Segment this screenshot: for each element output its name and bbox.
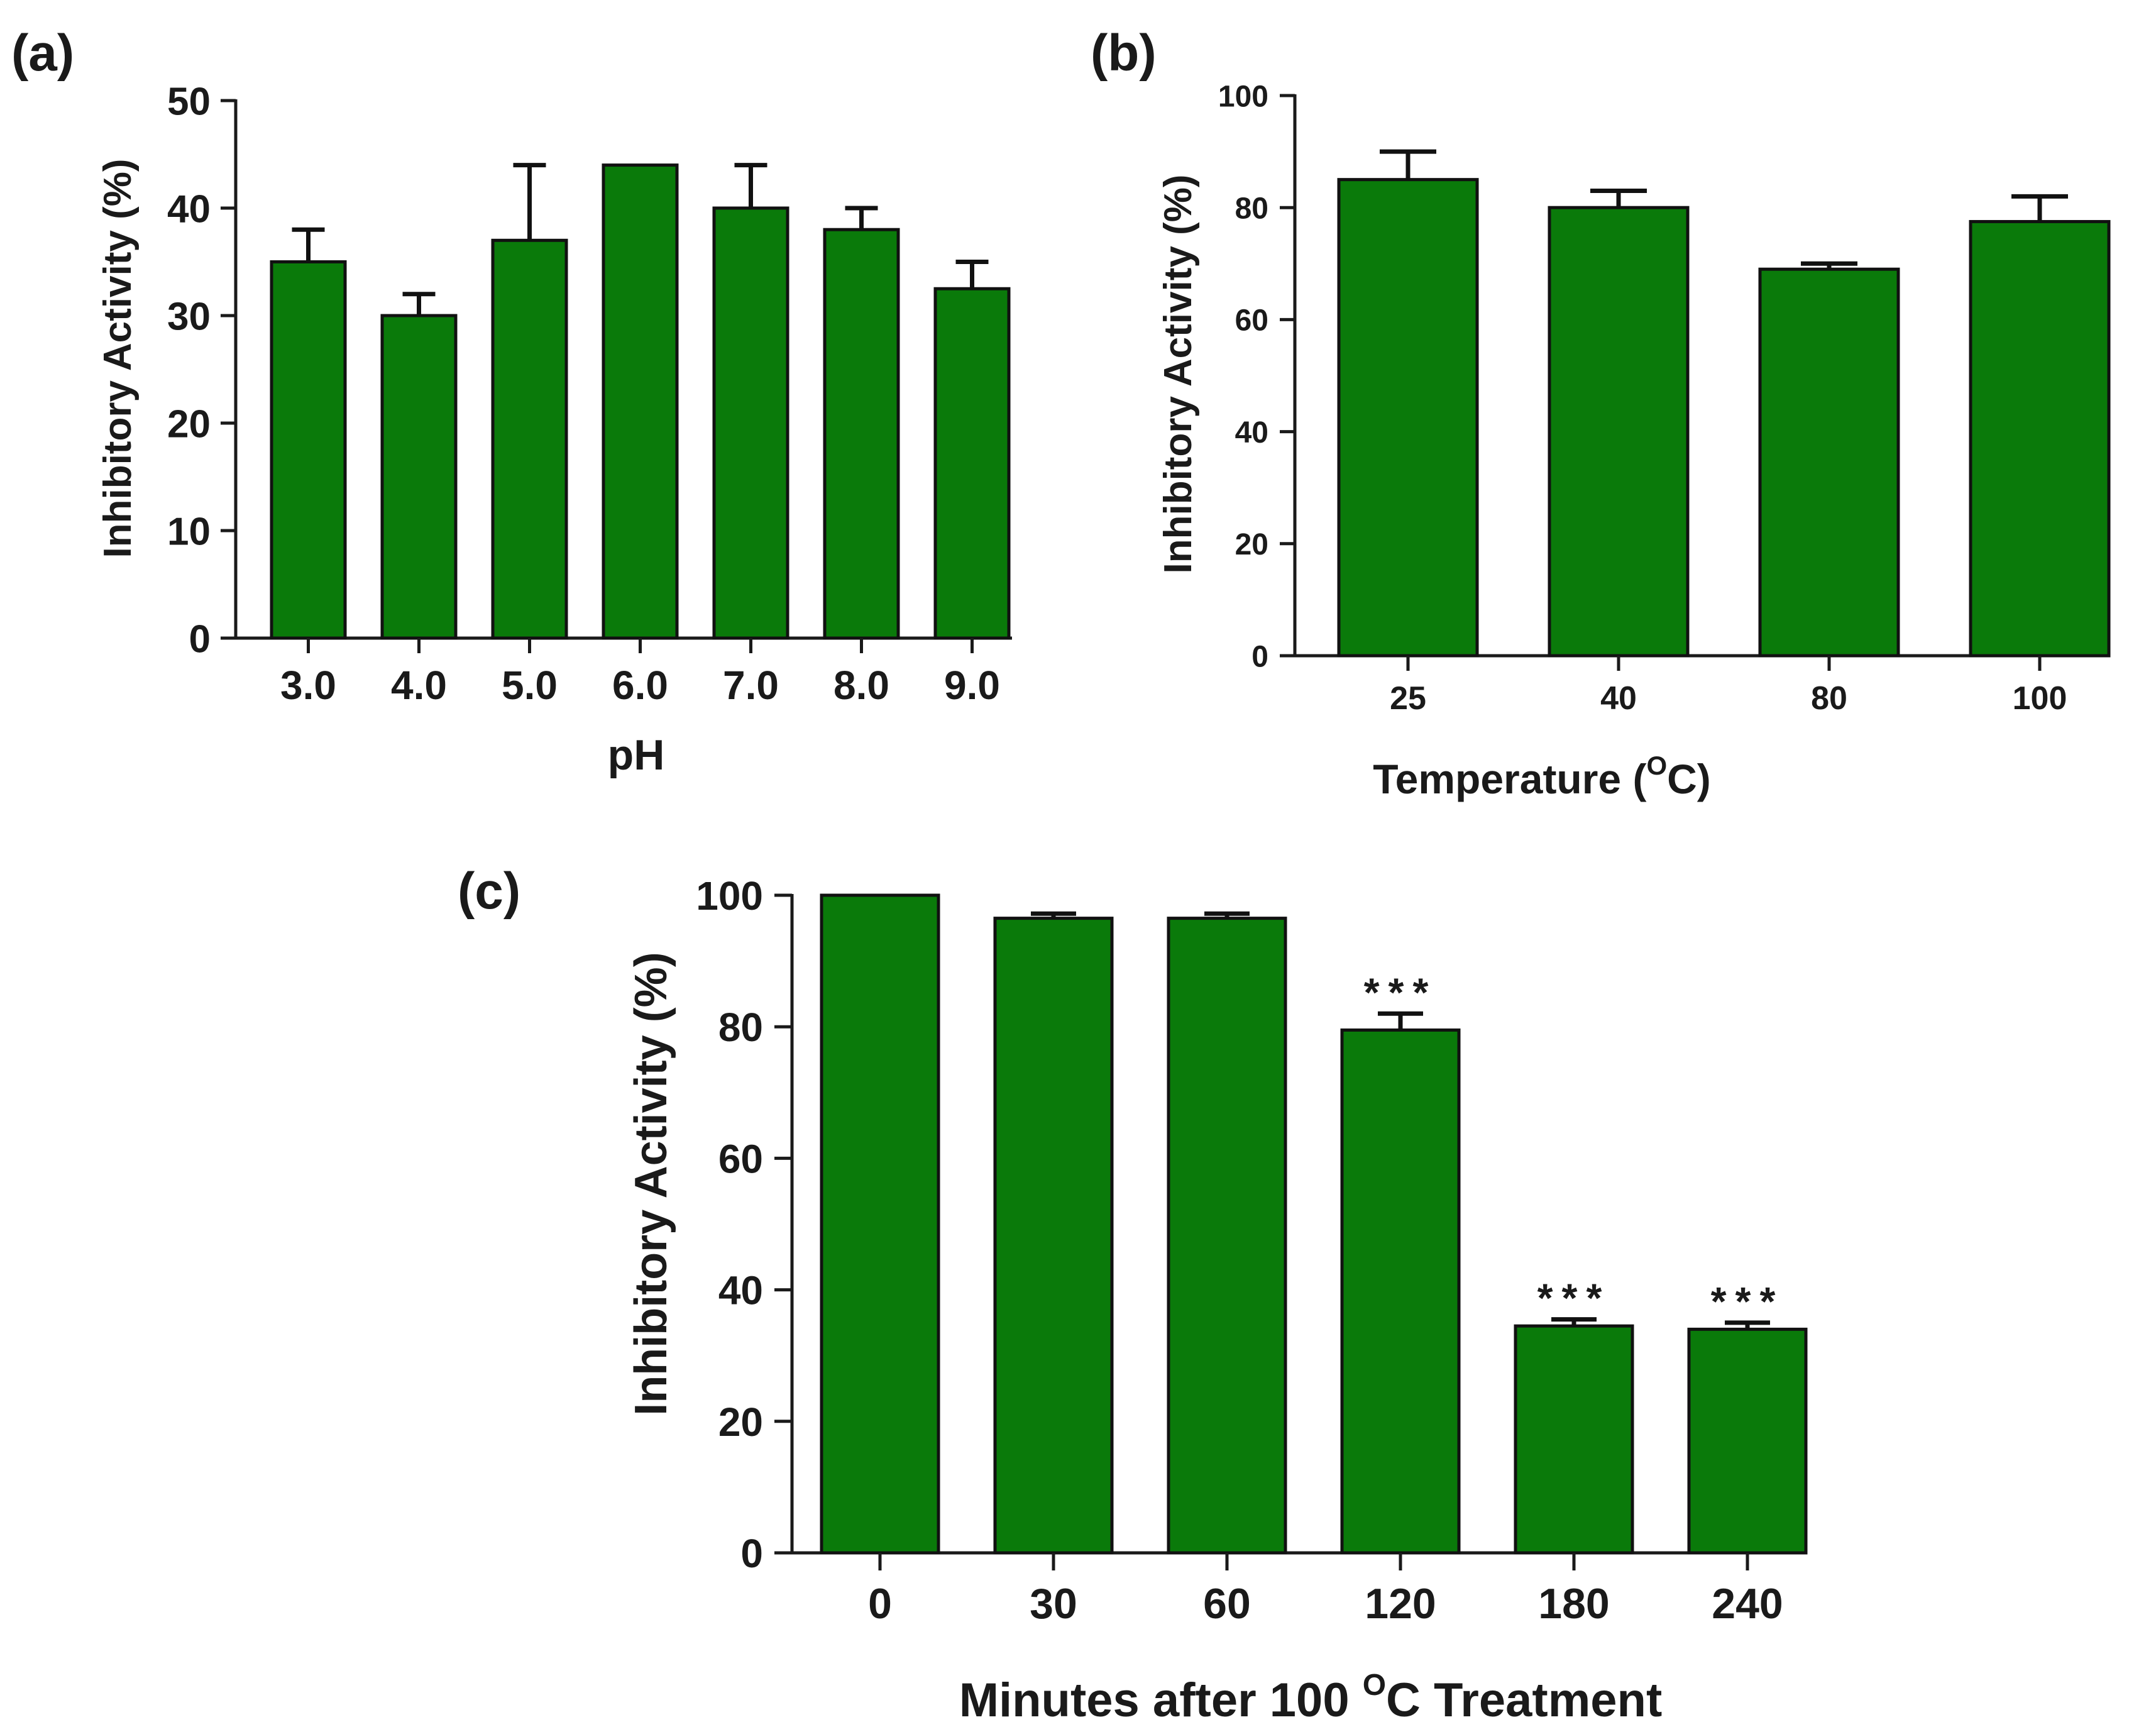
panel-b-y-tick-label: 60 [1235, 304, 1268, 338]
panel-b: (b) Inhibitory Activity (%) Temperature … [1091, 25, 2111, 802]
panel-a-error-bar-4.0 [402, 292, 436, 316]
panel-b-y-axis-label: Inhibitory Activity (%) [1157, 175, 1200, 574]
panel-c-x-tick-label: 180 [1538, 1580, 1609, 1628]
panel-b-error-bar-40 [1590, 188, 1647, 208]
panel-c-y-tick-label: 0 [740, 1531, 763, 1576]
panel-c-x-tick-label: 30 [1030, 1580, 1077, 1628]
panel-b-label: (b) [1091, 25, 1157, 82]
panel-c-x-tick-label: 120 [1365, 1580, 1436, 1628]
panel-a-bar-4.0 [380, 314, 458, 640]
panel-c-bar-30 [993, 917, 1114, 1555]
panel-a-x-tick-label: 3.0 [280, 663, 336, 708]
panel-b-y-tick-label: 0 [1251, 640, 1268, 673]
panel-a-bar-3.0 [270, 260, 347, 640]
panel-b-y-tick-label: 20 [1235, 528, 1268, 561]
panel-b-y-tick-label: 100 [1218, 80, 1268, 113]
panel-a-error-bar-3.0 [292, 227, 325, 262]
panel-a-x-tick-label: 8.0 [833, 663, 889, 708]
panel-c-label: (c) [458, 863, 520, 920]
panel-a-bar-5.0 [491, 238, 568, 640]
panel-c-x-tick-label: 0 [868, 1580, 892, 1628]
panel-c-error-bar-240 [1725, 1320, 1770, 1330]
panel-c-error-bar-60 [1204, 911, 1250, 919]
panel-b-bar-100 [1969, 219, 2111, 658]
panel-b-y-tick-label: 80 [1235, 192, 1268, 225]
panel-b-y-tick-label: 40 [1235, 416, 1268, 450]
panel-a-x-tick-label: 4.0 [391, 663, 447, 708]
panel-a-error-bar-8.0 [845, 206, 878, 230]
panel-c-significance-180: *** [1537, 1276, 1611, 1321]
panel-a-error-bar-7.0 [734, 163, 767, 208]
panel-c: (c) Inhibitory Activity (%) Minutes afte… [458, 863, 1808, 1727]
panel-a-x-tick-label: 5.0 [502, 663, 558, 708]
panel-b-x-tick-label: 40 [1600, 680, 1637, 717]
panel-b-x-tick-label: 100 [2013, 680, 2067, 717]
panel-a-bar-7.0 [712, 206, 789, 640]
panel-c-x-tick-label: 240 [1712, 1580, 1783, 1628]
panel-a-error-bar-9.0 [955, 260, 989, 289]
panel-b-bar-80 [1758, 267, 1900, 658]
panel-c-x-axis-label-sup: O [1363, 1669, 1386, 1702]
panel-c-y-axis-label: Inhibitory Activity (%) [626, 952, 676, 1415]
panel-a-bar-8.0 [823, 228, 900, 640]
panel-c-bar-240 [1687, 1327, 1808, 1555]
panel-b-x-tick-label: 25 [1390, 680, 1426, 717]
panel-c-y-tick-label: 60 [718, 1136, 763, 1181]
panel-b-x-tick-label: 80 [1811, 680, 1847, 717]
panel-c-bar-0 [820, 893, 940, 1555]
panel-c-error-bar-180 [1551, 1317, 1597, 1327]
panel-c-bar-180 [1514, 1324, 1634, 1555]
panel-a-x-tick-label: 6.0 [612, 663, 668, 708]
panel-b-error-bar-80 [1801, 261, 1857, 270]
panel-a-plot: 0 10 20 30 40 50 3.0 4.0 5.0 6.0 7.0 8.0 9.0 [167, 80, 1012, 708]
panel-b-error-bar-25 [1380, 149, 1436, 180]
panel-c-significance-120: *** [1364, 969, 1438, 1015]
panel-a-bar-6.0 [602, 163, 679, 640]
panel-c-y-tick-label: 80 [718, 1005, 763, 1050]
panel-a-x-tick-label: 7.0 [723, 663, 779, 708]
panel-a-y-tick-label: 50 [167, 80, 211, 123]
panel-b-x-axis-label-tail: C) [1667, 756, 1711, 802]
panel-b-error-bar-100 [2011, 194, 2068, 222]
panel-b-plot: 0 20 40 60 80 100 25 40 80 100 [1218, 80, 2111, 717]
panel-b-x-axis-label-sup: O [1646, 751, 1667, 780]
panel-a-y-tick-label: 30 [167, 295, 211, 338]
panel-c-bar-120 [1340, 1028, 1461, 1555]
panel-c-error-bar-120 [1378, 1011, 1423, 1030]
panel-a-error-bar-5.0 [513, 163, 546, 241]
panel-c-plot: 0 20 40 60 80 100 0 30 60 120 *** 180 *** 240 *** [696, 873, 1808, 1628]
panel-a-y-axis-label: Inhibitory Activity (%) [96, 159, 140, 558]
panel-a-y-tick-label: 0 [189, 617, 211, 661]
panel-c-error-bar-30 [1031, 911, 1076, 919]
panel-a: (a) Inhibitory Activity (%) pH 0 10 20 30 40… [11, 25, 1012, 779]
panel-a-x-tick-label: 9.0 [944, 663, 1000, 708]
panel-c-y-tick-label: 100 [696, 873, 763, 919]
panel-b-bar-40 [1548, 206, 1690, 658]
panel-c-bar-60 [1167, 917, 1287, 1555]
panel-a-bar-9.0 [933, 287, 1011, 640]
panel-b-x-axis-label-main: Temperature ( [1373, 756, 1646, 802]
panel-a-label: (a) [11, 25, 74, 82]
panel-c-x-axis-label: Minutes after 100 OC Treatment [959, 1669, 1663, 1727]
panel-c-x-tick-label: 60 [1203, 1580, 1251, 1628]
panel-c-x-axis-label-tail: C Treatment [1386, 1674, 1662, 1727]
panel-a-y-tick-label: 20 [167, 402, 211, 446]
panel-a-y-tick-label: 40 [167, 187, 211, 231]
panel-a-y-tick-label: 10 [167, 510, 211, 553]
panel-b-bar-25 [1337, 178, 1479, 658]
panel-c-significance-240: *** [1711, 1279, 1785, 1324]
panel-a-x-axis-label: pH [608, 731, 665, 779]
panel-c-y-tick-label: 20 [718, 1399, 763, 1445]
panel-b-x-axis-label: Temperature (OC) [1373, 751, 1711, 802]
panel-c-y-tick-label: 40 [718, 1268, 763, 1313]
panel-c-x-axis-label-main: Minutes after 100 [959, 1674, 1363, 1727]
